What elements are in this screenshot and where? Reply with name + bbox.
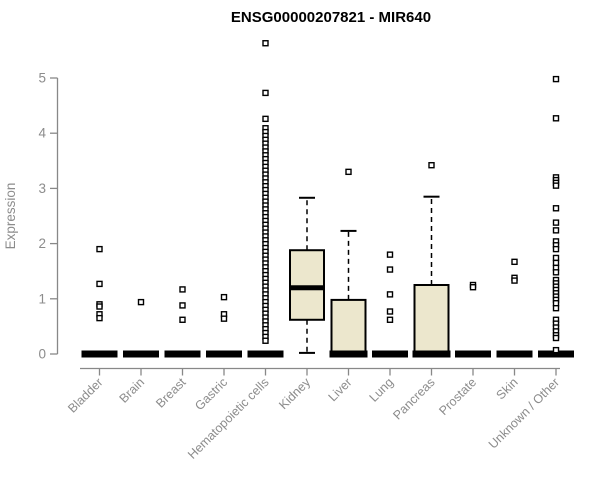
outlier-point-breast (179, 286, 186, 293)
x-category-label: Unknown / Other (486, 375, 562, 451)
plot-area (81, 40, 574, 358)
outlier-point-bladder (96, 303, 103, 310)
y-tick-label: 1 (38, 291, 46, 306)
collapsed-box-breast (164, 350, 201, 358)
outlier-point-unknown-other (552, 254, 560, 262)
y-tick-label: 3 (38, 181, 46, 196)
collapsed-box-bladder (81, 350, 118, 358)
collapsed-box-hematopoietic-cells (247, 350, 284, 358)
outlier-point-lung (386, 251, 394, 258)
median-line-kidney (290, 285, 324, 291)
collapsed-box-prostate (455, 350, 491, 358)
x-category-label: Bladder (65, 375, 105, 415)
outlier-point-unknown-other (552, 259, 560, 267)
outlier-point-gastric (220, 293, 228, 301)
outlier-point-lung (386, 291, 394, 298)
collapsed-box-gastric (206, 350, 242, 358)
outlier-point-pancreas (428, 162, 435, 169)
outlier-point-bladder (96, 245, 103, 253)
box-pancreas (413, 284, 450, 355)
collapsed-box-lung (372, 350, 408, 358)
x-category-label: Prostate (436, 375, 479, 418)
outlier-point-unknown-other (552, 304, 560, 312)
outlier-point-breast (179, 316, 186, 323)
outlier-point-unknown-other (552, 300, 560, 307)
outlier-point-unknown-other (552, 269, 560, 276)
x-category-label: Hematopoietic cells (185, 375, 272, 462)
x-category-label: Gastric (192, 375, 230, 413)
x-category-label: Brain (117, 375, 148, 406)
x-category-label: Pancreas (390, 375, 437, 422)
outlier-point-unknown-other (552, 219, 560, 226)
outlier-point-lung (386, 316, 394, 323)
outlier-point-unknown-other (552, 346, 560, 354)
y-tick-label: 4 (38, 126, 46, 141)
x-category-label: Skin (494, 375, 521, 402)
chart-title: ENSG00000207821 - MIR640 (231, 9, 431, 26)
x-category-label: Lung (367, 375, 397, 405)
outlier-point-skin (511, 277, 518, 284)
median-line-liver (329, 350, 368, 358)
median-line-pancreas (412, 350, 451, 358)
outlier-point-skin (511, 258, 518, 266)
box-liver (330, 298, 367, 355)
y-axis-label: Expression (3, 183, 18, 250)
collapsed-box-unknown-other (538, 350, 574, 358)
collapsed-box-brain (123, 350, 159, 358)
outlier-point-unknown-other (552, 245, 560, 253)
outlier-point-lung (386, 308, 394, 315)
outlier-point-gastric (220, 315, 228, 322)
y-tick-label: 0 (38, 347, 46, 362)
outlier-point-unknown-other (552, 205, 560, 212)
x-category-label: Liver (326, 375, 355, 404)
outlier-point-hematopoietic-cells (262, 40, 269, 47)
outlier-point-brain (137, 298, 145, 306)
y-tick-label: 2 (38, 236, 46, 251)
outlier-point-unknown-other (552, 227, 560, 234)
outlier-point-unknown-other (552, 182, 560, 189)
outlier-point-breast (179, 302, 186, 309)
outlier-point-liver (345, 168, 352, 176)
y-tick-label: 5 (38, 71, 46, 86)
collapsed-box-skin (496, 350, 533, 358)
x-category-label: Kidney (276, 375, 313, 412)
outlier-point-bladder (96, 280, 103, 288)
outlier-point-unknown-other (552, 115, 560, 122)
outlier-point-hematopoietic-cells (262, 89, 269, 97)
outlier-point-hematopoietic-cells (262, 337, 269, 344)
outlier-point-hematopoietic-cells (262, 115, 269, 123)
box-kidney (289, 249, 325, 321)
outlier-point-unknown-other (552, 334, 560, 342)
outlier-point-prostate (469, 284, 477, 291)
x-category-label: Breast (153, 375, 189, 411)
outlier-point-lung (386, 266, 394, 273)
outlier-point-unknown-other (552, 75, 560, 83)
outlier-point-bladder (96, 314, 103, 322)
